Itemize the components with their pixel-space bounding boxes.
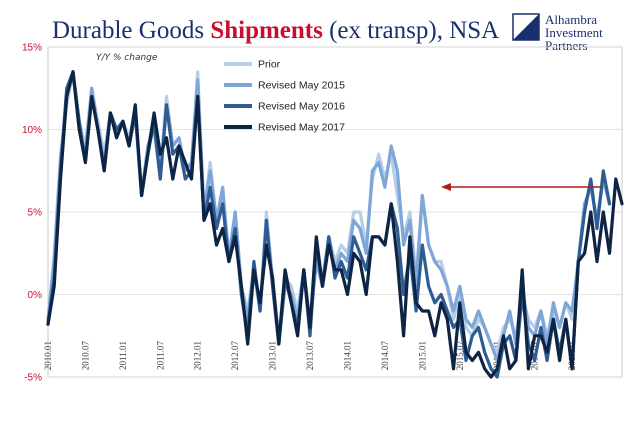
legend-label: Prior [258, 59, 281, 71]
legend: Prior Revised May 2015 Revised May 2016 Rev… [224, 59, 345, 134]
title-part2: Shipments [210, 17, 323, 44]
x-tick-label: 2014.07 [380, 341, 390, 371]
x-tick-label: 2013.07 [305, 341, 315, 371]
x-tick-label: 2011.01 [118, 341, 128, 370]
y-tick-label: -5% [24, 373, 42, 384]
x-tick-label: 2015.01 [417, 341, 427, 370]
x-tick-label: 2014.01 [342, 341, 352, 370]
x-tick-label: 2012.01 [193, 341, 203, 370]
y-axis-label: Y/Y % change [96, 53, 158, 63]
x-tick-label: 2011.07 [155, 341, 165, 370]
y-tick-label: 5% [28, 208, 43, 219]
annotation-arrow [441, 183, 602, 191]
y-axis: 15% 10% 5% 0% -5% [22, 43, 622, 384]
x-tick-label: 2015.07 [455, 341, 465, 371]
logo-line2: Investment [545, 25, 603, 40]
logo-mark-fill [513, 14, 539, 40]
x-tick-label: 2013.01 [268, 341, 278, 370]
y-tick-label: 0% [28, 290, 43, 301]
company-logo: Alhambra Investment Partners [512, 12, 603, 53]
logo-line3: Partners [545, 38, 588, 53]
x-tick-label: 2010.01 [43, 341, 53, 370]
x-tick-label: 2010.07 [80, 341, 90, 371]
title-part3: (ex transp), NSA [323, 17, 499, 44]
x-tick-label: 2012.07 [230, 341, 240, 371]
y-tick-label: 15% [22, 43, 42, 54]
legend-label: Revised May 2017 [258, 122, 345, 134]
y-tick-label: 10% [22, 125, 42, 136]
legend-label: Revised May 2015 [258, 80, 345, 92]
series-line-4 [46, 70, 624, 379]
chart-title: Durable Goods Shipments (ex transp), NSA [52, 17, 499, 44]
legend-label: Revised May 2016 [258, 101, 345, 113]
logo-line1: Alhambra [545, 12, 597, 27]
series-lines [46, 70, 624, 379]
title-part1: Durable Goods [52, 17, 210, 44]
